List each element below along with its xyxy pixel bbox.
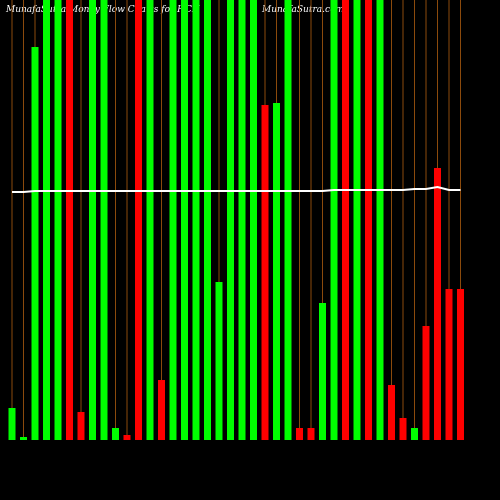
bar — [457, 289, 464, 440]
bar — [399, 418, 407, 440]
bar — [445, 289, 453, 440]
bar — [158, 380, 165, 440]
bar — [89, 0, 96, 440]
bar — [215, 282, 223, 440]
bar — [31, 47, 39, 440]
bar — [284, 0, 292, 440]
bar — [319, 303, 326, 440]
bar — [238, 0, 246, 440]
bar — [411, 428, 418, 440]
bar — [434, 168, 441, 440]
money-flow-line — [12, 185, 461, 193]
bar — [146, 0, 154, 440]
bar — [43, 0, 50, 440]
bar — [261, 105, 269, 440]
bar — [123, 435, 131, 440]
bar — [66, 0, 73, 440]
bar — [296, 428, 303, 440]
bar — [77, 412, 85, 440]
bar — [169, 0, 177, 440]
bar — [330, 0, 338, 440]
bar — [388, 385, 395, 440]
bar — [181, 0, 188, 440]
bar — [342, 0, 349, 440]
bar — [192, 0, 200, 440]
bar — [54, 0, 62, 440]
bar — [8, 408, 16, 440]
bar — [100, 0, 108, 440]
bar — [307, 428, 315, 440]
bar — [135, 0, 142, 440]
bar — [273, 103, 280, 440]
bar — [353, 0, 361, 440]
bar — [365, 0, 372, 440]
bar — [204, 0, 211, 440]
bar — [376, 0, 384, 440]
bar — [112, 428, 119, 440]
bar — [422, 326, 430, 440]
bar — [20, 437, 27, 440]
bar — [250, 0, 257, 440]
bar — [227, 0, 234, 440]
chart-subtitle: MunafaSutra.com — [261, 5, 344, 15]
